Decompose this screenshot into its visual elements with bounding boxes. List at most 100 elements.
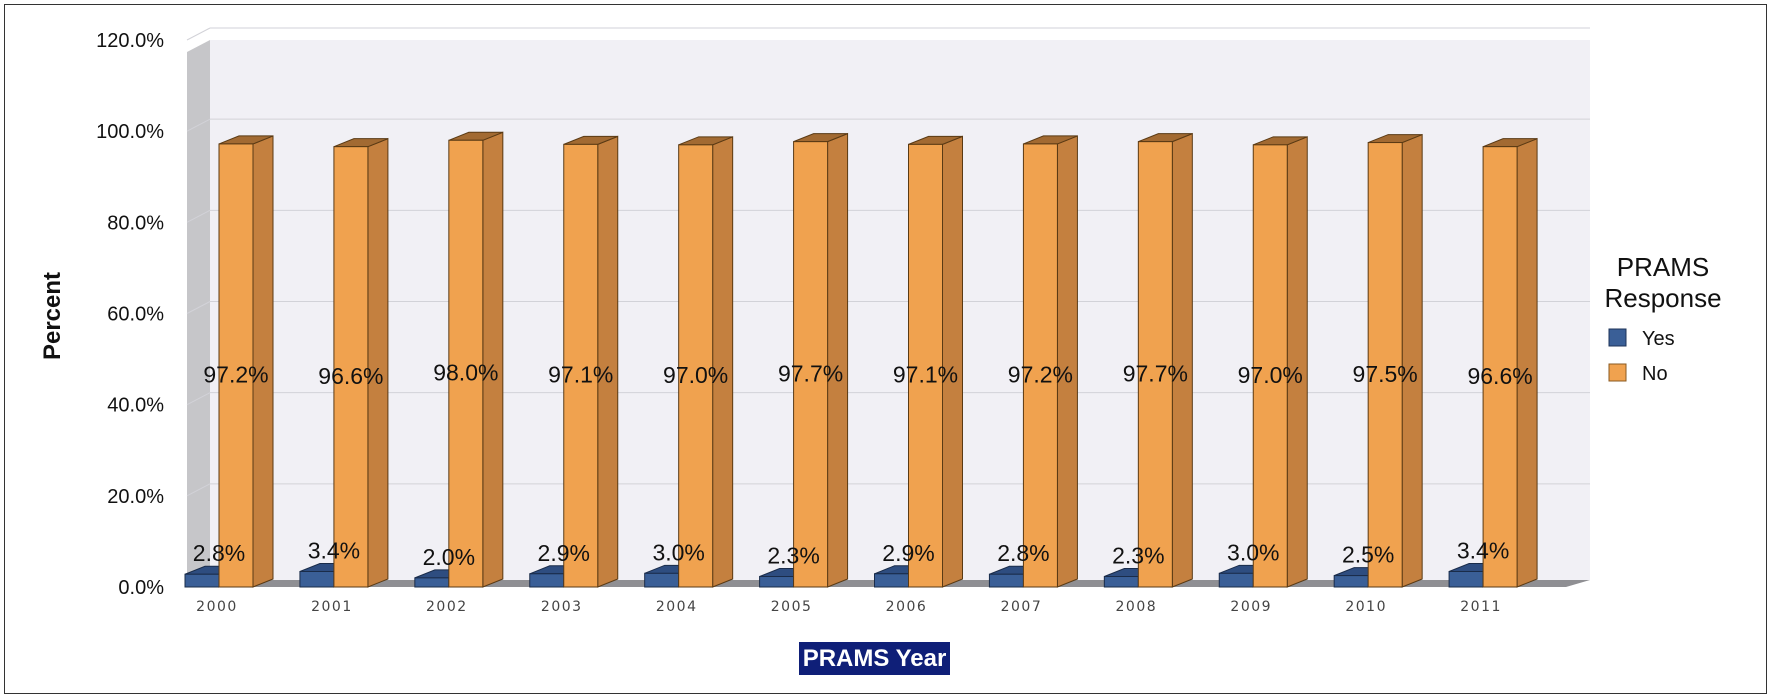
data-labels: 2.8% 97.2% 3.4% 96.6% 2.0% 98.0% 2.9% 97.1% 3.0%… bbox=[193, 360, 1533, 570]
bar-front bbox=[448, 139, 484, 588]
bar-front bbox=[1103, 576, 1139, 588]
bar-front bbox=[793, 141, 829, 588]
bar-front bbox=[1482, 146, 1518, 588]
data-label-yes: 2.8% bbox=[997, 540, 1049, 566]
y-tick-label: 40.0% bbox=[107, 395, 164, 417]
bar-front bbox=[1333, 575, 1369, 588]
gridlines bbox=[186, 27, 1590, 497]
y-axis-title: Percent bbox=[39, 272, 66, 360]
data-label-yes: 2.3% bbox=[1112, 543, 1164, 569]
chart: 0.0% 20.0% 40.0% 60.0% 80.0% 100.0% 120.0% 200… bbox=[39, 27, 1722, 615]
bar-no bbox=[1022, 135, 1078, 588]
bar-no bbox=[1252, 136, 1308, 588]
data-label-yes: 2.9% bbox=[538, 540, 590, 566]
x-tick-label: 2000 bbox=[196, 599, 238, 615]
bar-front bbox=[759, 576, 795, 588]
x-axis-ticks: 2000 2001 2002 2003 2004 2005 2006 2007 2008 2009… bbox=[196, 599, 1502, 615]
data-label-no: 97.7% bbox=[1123, 360, 1188, 386]
data-label-yes: 3.4% bbox=[308, 538, 360, 564]
y-tick-label: 60.0% bbox=[107, 304, 164, 326]
legend-swatch-no bbox=[1608, 363, 1627, 382]
bar-no bbox=[563, 135, 619, 588]
x-tick-label: 2009 bbox=[1230, 599, 1272, 615]
gridline-side bbox=[186, 392, 211, 406]
data-label-no: 96.6% bbox=[318, 363, 383, 389]
data-label-no: 97.0% bbox=[663, 362, 728, 388]
data-label-yes: 2.5% bbox=[1342, 542, 1394, 568]
data-label-yes: 2.9% bbox=[882, 540, 934, 566]
data-label-no: 97.5% bbox=[1353, 361, 1418, 387]
data-label-no: 98.0% bbox=[433, 360, 498, 386]
data-label-yes: 2.0% bbox=[423, 544, 475, 570]
bar-front bbox=[414, 577, 450, 588]
y-tick-label: 80.0% bbox=[107, 212, 164, 234]
bar-no bbox=[1367, 133, 1423, 588]
data-label-no: 97.7% bbox=[778, 360, 843, 386]
x-tick-label: 2001 bbox=[311, 599, 353, 615]
x-tick-label: 2002 bbox=[426, 599, 468, 615]
bar-no bbox=[908, 135, 963, 588]
x-tick-label: 2007 bbox=[1001, 599, 1043, 615]
bar-front bbox=[1218, 572, 1254, 588]
legend-title-line1: PRAMS bbox=[1617, 252, 1709, 282]
data-label-no: 97.2% bbox=[203, 361, 268, 387]
data-label-yes: 3.0% bbox=[1227, 539, 1279, 565]
data-label-no: 97.1% bbox=[893, 362, 958, 388]
gridline-side bbox=[186, 209, 211, 223]
bar-front bbox=[644, 572, 680, 588]
plot-back-wall bbox=[187, 40, 1590, 587]
legend-swatch-yes bbox=[1608, 328, 1627, 347]
data-label-yes: 2.3% bbox=[767, 543, 819, 569]
bar-no bbox=[1137, 132, 1193, 588]
legend-title-line2: Response bbox=[1604, 283, 1721, 313]
bar-no bbox=[218, 135, 274, 588]
y-tick-label: 100.0% bbox=[96, 121, 164, 143]
bar-front bbox=[529, 573, 565, 588]
legend-label-no: No bbox=[1642, 363, 1668, 385]
bar-no bbox=[678, 136, 734, 588]
data-label-no: 97.0% bbox=[1238, 362, 1303, 388]
gridline-side bbox=[186, 118, 211, 132]
data-label-no: 96.6% bbox=[1467, 363, 1532, 389]
gridline-side bbox=[186, 27, 211, 41]
x-tick-label: 2003 bbox=[541, 599, 583, 615]
side-wall-panel bbox=[187, 40, 210, 587]
data-label-no: 97.1% bbox=[548, 362, 613, 388]
legend: PRAMS Response Yes No bbox=[1604, 252, 1721, 385]
bar-no bbox=[448, 131, 504, 588]
x-tick-label: 2006 bbox=[886, 599, 928, 615]
back-wall-panel bbox=[210, 40, 1590, 580]
bar-no bbox=[1482, 137, 1538, 588]
y-tick-label: 0.0% bbox=[118, 577, 164, 599]
gridline-side bbox=[186, 301, 211, 314]
x-tick-label: 2004 bbox=[656, 599, 698, 615]
data-label-yes: 3.0% bbox=[652, 539, 704, 565]
bars bbox=[184, 131, 1538, 588]
x-tick-label: 2005 bbox=[771, 599, 813, 615]
x-tick-label: 2010 bbox=[1345, 599, 1387, 615]
bar-front bbox=[563, 143, 599, 588]
gridline-side bbox=[186, 483, 211, 497]
x-axis-title: PRAMS Year bbox=[799, 642, 950, 675]
bar-front bbox=[218, 143, 254, 588]
bar-front bbox=[678, 144, 714, 588]
bar-front bbox=[299, 571, 335, 588]
x-tick-label: 2008 bbox=[1116, 599, 1158, 615]
bar-no bbox=[333, 137, 389, 588]
bar-front bbox=[1137, 141, 1173, 588]
y-tick-label: 120.0% bbox=[96, 30, 164, 52]
bar-front bbox=[1448, 571, 1484, 588]
legend-label-yes: Yes bbox=[1642, 328, 1675, 350]
bar-no bbox=[793, 132, 849, 588]
y-tick-label: 20.0% bbox=[107, 486, 164, 508]
bar-front bbox=[988, 573, 1024, 588]
data-label-yes: 2.8% bbox=[193, 540, 245, 566]
x-tick-label: 2011 bbox=[1460, 599, 1502, 615]
bar-front bbox=[874, 573, 909, 588]
data-label-no: 97.2% bbox=[1008, 361, 1073, 387]
bar-front bbox=[908, 143, 943, 588]
bar-front bbox=[1367, 142, 1403, 588]
y-axis-ticks: 0.0% 20.0% 40.0% 60.0% 80.0% 100.0% 120.0% bbox=[96, 30, 164, 599]
data-label-yes: 3.4% bbox=[1457, 538, 1509, 564]
bar-front bbox=[1022, 143, 1058, 588]
